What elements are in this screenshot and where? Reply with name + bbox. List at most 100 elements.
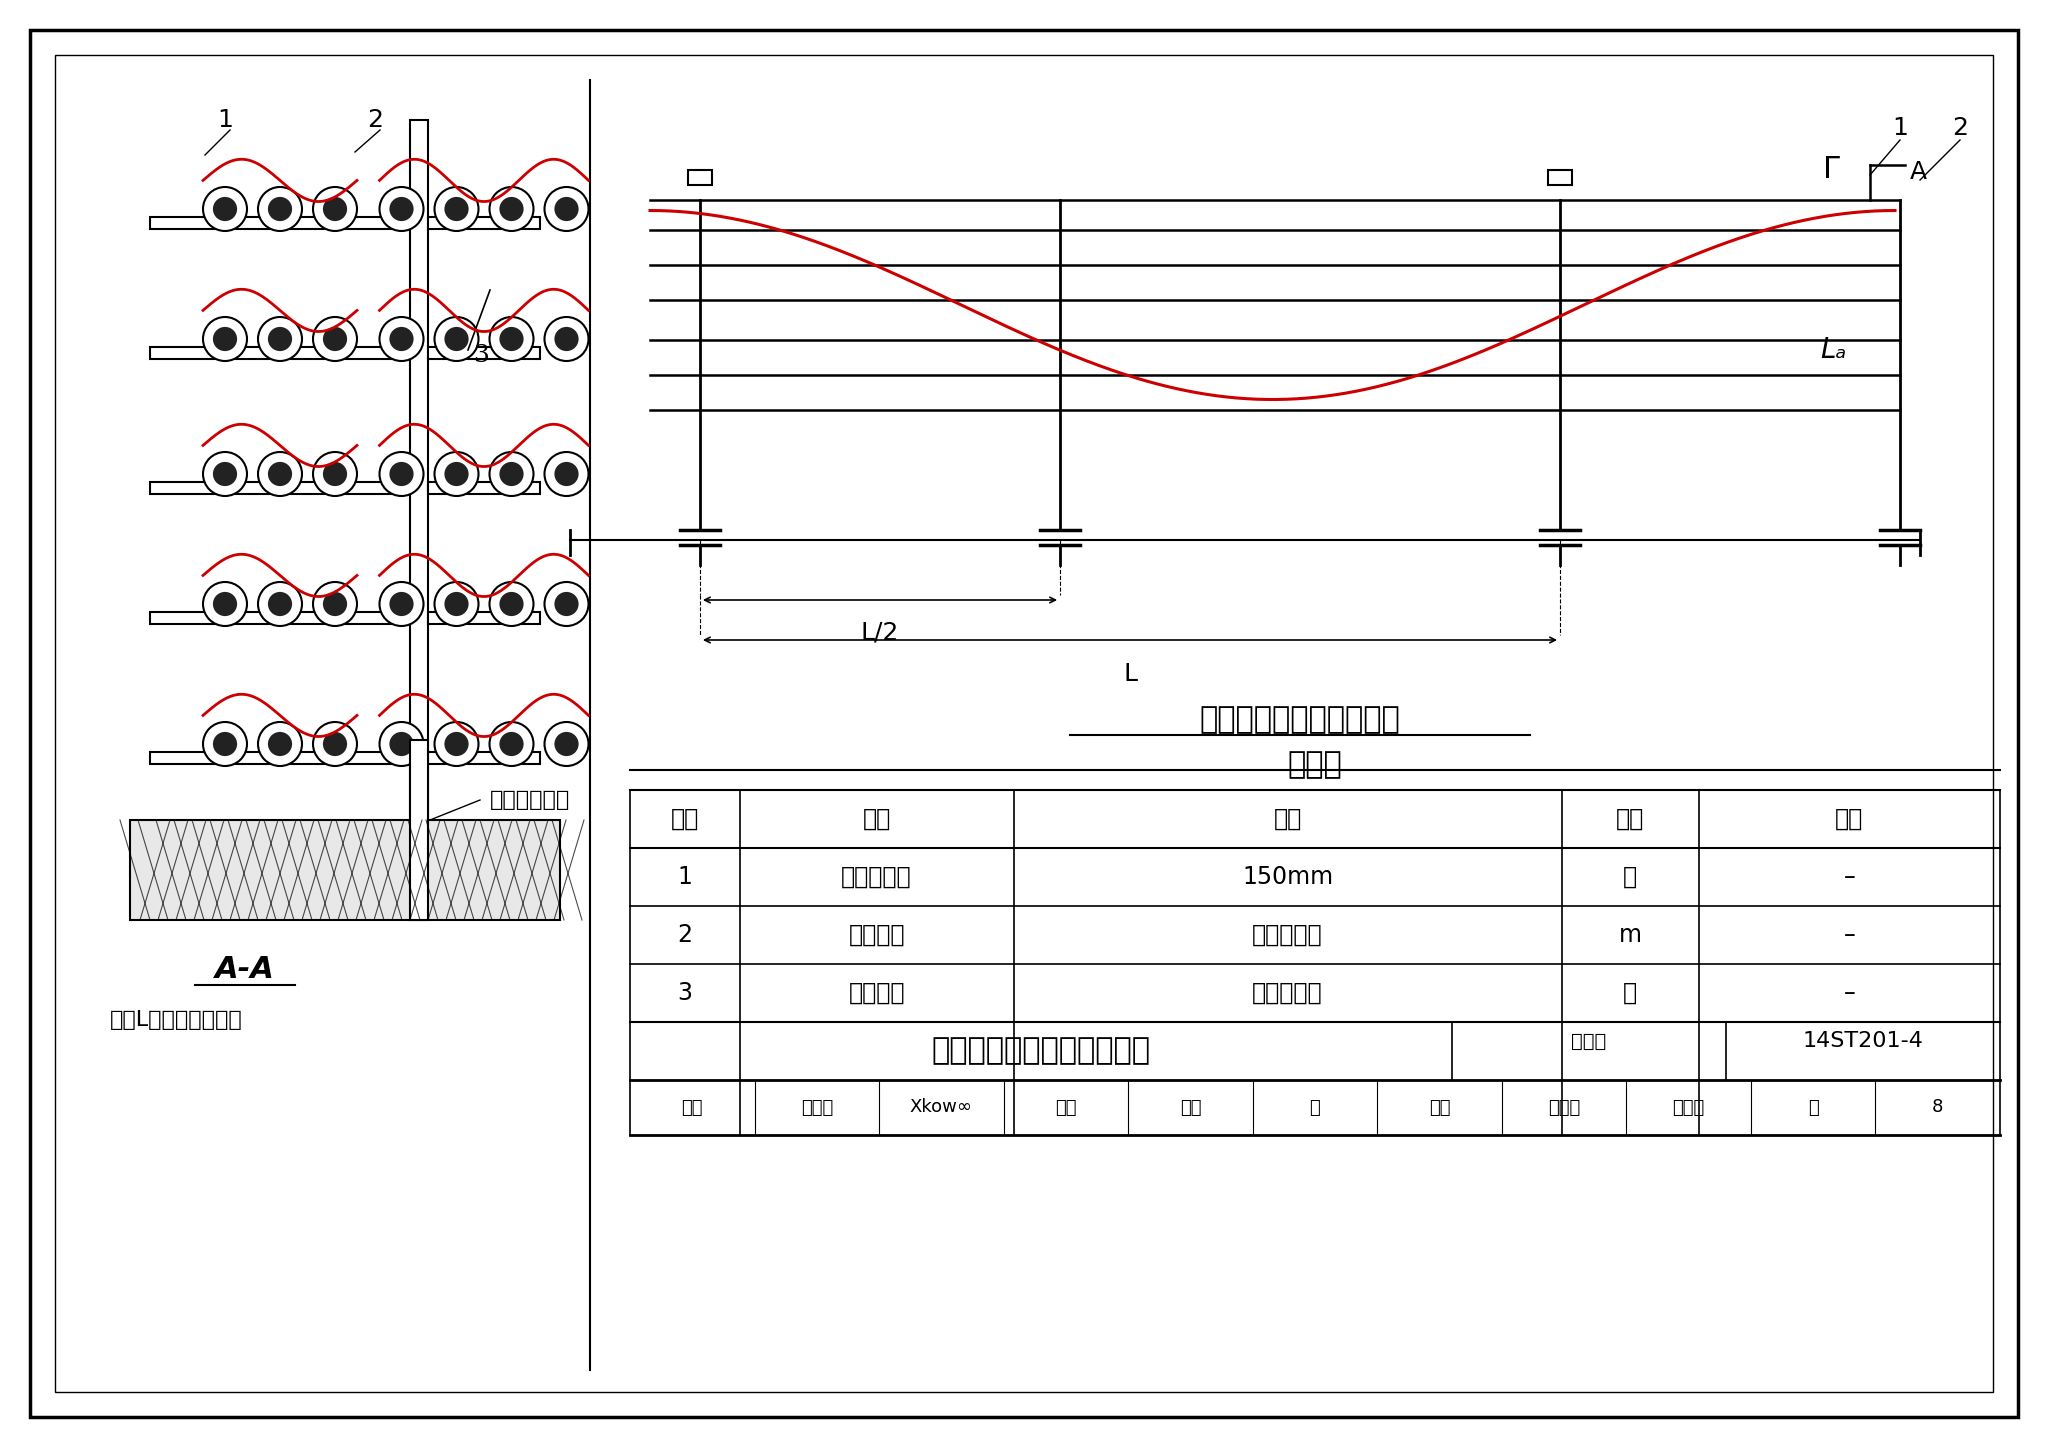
Text: 个: 个 [1622, 981, 1636, 1006]
Circle shape [324, 592, 346, 616]
Bar [150, 482, 410, 493]
Text: Xkow∞: Xkow∞ [909, 1098, 973, 1117]
Circle shape [555, 327, 580, 352]
Circle shape [545, 187, 588, 232]
Circle shape [203, 451, 248, 496]
Circle shape [268, 592, 293, 616]
Text: 校对: 校对 [1055, 1098, 1077, 1117]
Circle shape [500, 732, 524, 757]
Circle shape [489, 722, 532, 765]
Circle shape [203, 317, 248, 360]
Circle shape [268, 732, 293, 757]
Text: m: m [1618, 923, 1642, 946]
Circle shape [545, 317, 588, 360]
Circle shape [444, 197, 469, 221]
Circle shape [313, 582, 356, 627]
Text: 塑料绱扎带: 塑料绱扎带 [842, 865, 911, 888]
Circle shape [444, 462, 469, 486]
Circle shape [213, 197, 238, 221]
Text: 2: 2 [678, 923, 692, 946]
Text: 个: 个 [1622, 865, 1636, 888]
Circle shape [258, 722, 301, 765]
Circle shape [213, 592, 238, 616]
Circle shape [258, 317, 301, 360]
Text: –: – [1843, 865, 1855, 888]
Circle shape [489, 187, 532, 232]
Text: 页: 页 [1808, 1098, 1819, 1117]
Circle shape [389, 732, 414, 757]
Text: –: – [1843, 923, 1855, 946]
Circle shape [489, 317, 532, 360]
Text: 1: 1 [217, 109, 233, 132]
Text: 2: 2 [367, 109, 383, 132]
Circle shape [379, 582, 424, 627]
Bar [688, 169, 713, 185]
Circle shape [444, 592, 469, 616]
Text: 数量: 数量 [1835, 807, 1864, 831]
Circle shape [213, 732, 238, 757]
Circle shape [313, 722, 356, 765]
Text: 图集号: 图集号 [1571, 1032, 1606, 1051]
Circle shape [313, 451, 356, 496]
Circle shape [268, 197, 293, 221]
Circle shape [258, 187, 301, 232]
Bar [428, 347, 541, 359]
Text: 缆式线型感温探测器安装图: 缆式线型感温探测器安装图 [932, 1036, 1151, 1065]
Circle shape [434, 187, 479, 232]
Circle shape [489, 451, 532, 496]
Circle shape [268, 327, 293, 352]
Circle shape [324, 462, 346, 486]
Text: 见设计选型: 见设计选型 [1251, 923, 1323, 946]
Circle shape [313, 317, 356, 360]
Circle shape [379, 187, 424, 232]
Bar [150, 612, 410, 624]
Text: 3: 3 [678, 981, 692, 1006]
Text: 1: 1 [678, 865, 692, 888]
Circle shape [258, 451, 301, 496]
Circle shape [444, 732, 469, 757]
Text: 见设计选型: 见设计选型 [1251, 981, 1323, 1006]
Bar [410, 739, 428, 920]
Text: L: L [1122, 661, 1137, 686]
Circle shape [545, 722, 588, 765]
Bar [410, 120, 428, 890]
Circle shape [203, 582, 248, 627]
Circle shape [379, 317, 424, 360]
Circle shape [324, 327, 346, 352]
Text: 设计: 设计 [1430, 1098, 1450, 1117]
Text: 注：L详见具体设计。: 注：L详见具体设计。 [111, 1010, 244, 1030]
Bar [129, 820, 559, 920]
Bar [428, 482, 541, 493]
Circle shape [313, 187, 356, 232]
Text: 150mm: 150mm [1241, 865, 1333, 888]
Circle shape [434, 582, 479, 627]
Text: –: – [1843, 981, 1855, 1006]
Text: 8: 8 [1931, 1098, 1944, 1117]
Bar [428, 752, 541, 764]
Text: 楼板（地面）: 楼板（地面） [489, 790, 569, 810]
Text: 序号: 序号 [670, 807, 698, 831]
Circle shape [500, 327, 524, 352]
Text: 电缆支架: 电缆支架 [848, 981, 905, 1006]
Circle shape [324, 732, 346, 757]
Text: 李俊青: 李俊青 [1548, 1098, 1581, 1117]
Circle shape [500, 462, 524, 486]
Circle shape [389, 592, 414, 616]
Text: 饶凤成: 饶凤成 [801, 1098, 834, 1117]
Circle shape [434, 317, 479, 360]
Text: 材料表: 材料表 [1288, 751, 1341, 780]
Circle shape [555, 462, 580, 486]
Circle shape [500, 197, 524, 221]
Circle shape [545, 582, 588, 627]
Text: 单位: 单位 [1616, 807, 1645, 831]
Text: 规格: 规格 [1274, 807, 1303, 831]
Bar [150, 217, 410, 229]
Circle shape [379, 722, 424, 765]
Circle shape [258, 582, 301, 627]
Circle shape [444, 327, 469, 352]
Bar [150, 347, 410, 359]
Circle shape [324, 197, 346, 221]
Circle shape [203, 187, 248, 232]
Text: Lₐ: Lₐ [1821, 336, 1847, 365]
Text: 王涛: 王涛 [1180, 1098, 1202, 1117]
